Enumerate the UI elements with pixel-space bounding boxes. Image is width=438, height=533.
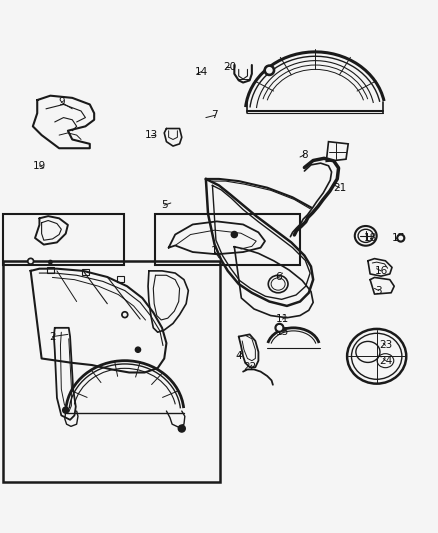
Circle shape (135, 347, 141, 352)
Text: 14: 14 (195, 67, 208, 77)
Text: 17: 17 (392, 233, 405, 243)
Circle shape (277, 326, 282, 330)
Text: 6: 6 (275, 272, 282, 282)
Text: 2: 2 (49, 332, 56, 342)
Circle shape (264, 65, 275, 76)
Text: 13: 13 (145, 130, 158, 140)
Text: 3: 3 (375, 286, 382, 296)
Text: 19: 19 (33, 161, 46, 171)
Text: 21: 21 (333, 183, 346, 192)
Bar (47, 267, 54, 273)
Bar (3, 261, 220, 482)
Text: 8: 8 (301, 150, 308, 160)
Text: 5: 5 (161, 200, 168, 210)
Text: 20: 20 (223, 62, 237, 72)
Text: 24: 24 (379, 356, 392, 366)
Bar (117, 276, 124, 282)
Text: 1: 1 (211, 246, 218, 256)
Text: 23: 23 (379, 341, 392, 350)
Circle shape (399, 236, 403, 240)
Text: 15: 15 (276, 327, 289, 337)
Circle shape (28, 258, 34, 264)
Circle shape (63, 407, 69, 413)
Circle shape (397, 234, 405, 242)
Circle shape (231, 231, 237, 238)
Circle shape (267, 68, 272, 73)
Text: 16: 16 (374, 266, 388, 276)
Text: 18: 18 (364, 233, 377, 243)
Circle shape (122, 312, 128, 318)
Text: 11: 11 (276, 314, 289, 324)
Text: 4: 4 (235, 351, 242, 361)
Circle shape (124, 313, 126, 316)
Bar (155, 214, 300, 265)
Text: 7: 7 (211, 110, 218, 120)
Circle shape (275, 324, 284, 332)
Bar (3, 214, 124, 265)
Circle shape (49, 260, 52, 264)
Circle shape (29, 260, 32, 263)
Text: 9: 9 (58, 97, 65, 107)
Bar (82, 269, 89, 275)
Text: 22: 22 (243, 362, 256, 372)
Circle shape (178, 425, 185, 432)
